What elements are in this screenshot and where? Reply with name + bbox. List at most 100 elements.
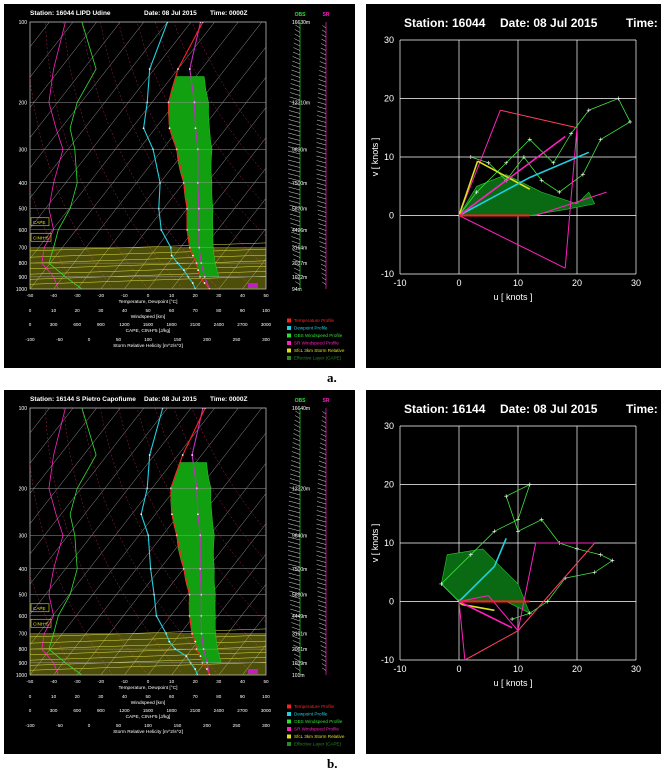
isotherm-line (195, 583, 266, 675)
obs-wind-barb (289, 599, 301, 604)
sr-wind-barb (319, 241, 327, 245)
obs-wind-barb (288, 141, 301, 146)
isotherm-line (124, 493, 266, 675)
hodo-point (504, 494, 509, 499)
height-label: 2037m (292, 261, 307, 267)
legend-label: SR Windspeed Profile (294, 727, 339, 732)
cape-tick: 2400 (214, 322, 225, 327)
wind-axis-label: Windspeed [km] (131, 700, 165, 706)
isotherm-line (218, 614, 266, 675)
srh-axis-label: Storm Relative Helicity [m^2/s^2] (113, 343, 183, 349)
sr-wind-barb (317, 200, 327, 204)
sr-wind-barb (316, 137, 327, 141)
obs-wind-barb (290, 617, 301, 622)
legend-label: OBS Windspeed Profile (294, 719, 343, 724)
height-label: 2061m (292, 647, 307, 653)
sr-wind-barb (316, 537, 327, 541)
sr-wind-barb (318, 83, 327, 87)
isotherm-line (30, 408, 121, 525)
obs-wind-barb (288, 173, 301, 177)
hodograph-chart-a: Station: 16044 Date: 08 Jul 2015 Time: 00 -… (370, 16, 661, 302)
obs-wind-barb (291, 451, 301, 455)
skewt-inner (30, 408, 266, 675)
height-label: 5890m (292, 593, 307, 599)
pressure-tick: 900 (19, 275, 28, 281)
temp-tick: 50 (263, 293, 269, 298)
wind-tick: 70 (193, 694, 199, 699)
cape-tick: 600 (73, 708, 81, 713)
cyan-vector (458, 565, 495, 603)
temp-tick: 0 (147, 293, 150, 298)
isotherm-line (30, 22, 121, 139)
hodo-point (545, 599, 550, 604)
hodo-y-tick: 30 (384, 35, 394, 45)
temp-tick: 50 (263, 679, 269, 684)
obs-wind-barb (289, 595, 301, 599)
hodo-point (486, 160, 491, 165)
sr-column-label: SR (323, 398, 330, 404)
sr-wind-barb (316, 146, 327, 150)
obs-wind-barb (289, 213, 301, 218)
cinh-box (30, 232, 52, 242)
hodo-title: Station: 16144 (404, 402, 486, 416)
obs-hodograph-line (440, 483, 614, 620)
obs-wind-barb (288, 514, 301, 518)
sr-wind-barb (321, 268, 327, 272)
srh-tick: 300 (262, 337, 270, 342)
sr-wind-barb (317, 214, 327, 218)
sr-wind-barb (319, 245, 327, 249)
srh-tick: -100 (25, 337, 35, 342)
sr-wind-barb (316, 187, 327, 191)
hodo-point (569, 131, 574, 136)
hodo-point (516, 529, 520, 534)
obs-wind-barb (288, 177, 301, 182)
sr-wind-barb (317, 496, 327, 500)
sr-wind-barb (317, 595, 327, 599)
sr-wind-barb (319, 636, 327, 640)
obs-wind-barb (289, 586, 301, 590)
hodo-point (598, 552, 603, 557)
cyan-vector (458, 176, 531, 217)
cape-tick: 3000 (261, 322, 272, 327)
obs-wind-barb (290, 83, 301, 87)
sr-wind-barb (318, 218, 327, 222)
sr-wind-barb (320, 259, 327, 263)
obs-wind-barb (288, 518, 301, 523)
hodo-y-tick: 30 (384, 421, 394, 431)
obs-windspeed-profile (48, 408, 97, 675)
hodo-point (504, 160, 509, 165)
obs-wind-barb (289, 101, 301, 105)
isotherm-line (53, 408, 263, 675)
obs-wind-barb (291, 240, 301, 245)
sr-wind-barb (322, 667, 327, 671)
isotherm-line (30, 408, 145, 555)
surface-marker (248, 283, 258, 288)
sr-wind-barb (317, 492, 327, 496)
obs-wind-barb (289, 478, 301, 482)
height-label: 1022m (292, 275, 307, 281)
hodo-x-tick: 30 (631, 278, 641, 288)
storm-motion-line (564, 127, 578, 269)
layer-streak (30, 662, 266, 671)
obs-wind-barb (288, 563, 301, 568)
obs-wind-barb (291, 455, 301, 460)
obs-wind-barb (288, 554, 301, 559)
hodo-point (492, 529, 497, 534)
sr-wind-barb (316, 514, 327, 518)
temp-tick: 30 (216, 293, 222, 298)
sr-wind-barb (317, 483, 327, 487)
legend-swatch (287, 318, 291, 323)
temp-tick: -20 (97, 679, 104, 684)
layer-streak (30, 634, 266, 644)
dewpoint-profile-point (194, 668, 197, 670)
temp-tick: 10 (169, 293, 175, 298)
temp-tick: -30 (74, 679, 81, 684)
cape-tick: 1200 (119, 322, 130, 327)
obs-wind-barb (293, 42, 301, 47)
cape-tick: 1800 (166, 708, 177, 713)
sr-wind-barb (320, 429, 327, 433)
dewpoint-profile-point (170, 254, 173, 257)
isotherm-line (30, 22, 192, 229)
storm-motion-line (517, 542, 537, 631)
cape-axis-label: CAPE, CINH*5 [J/kg] (126, 328, 171, 334)
